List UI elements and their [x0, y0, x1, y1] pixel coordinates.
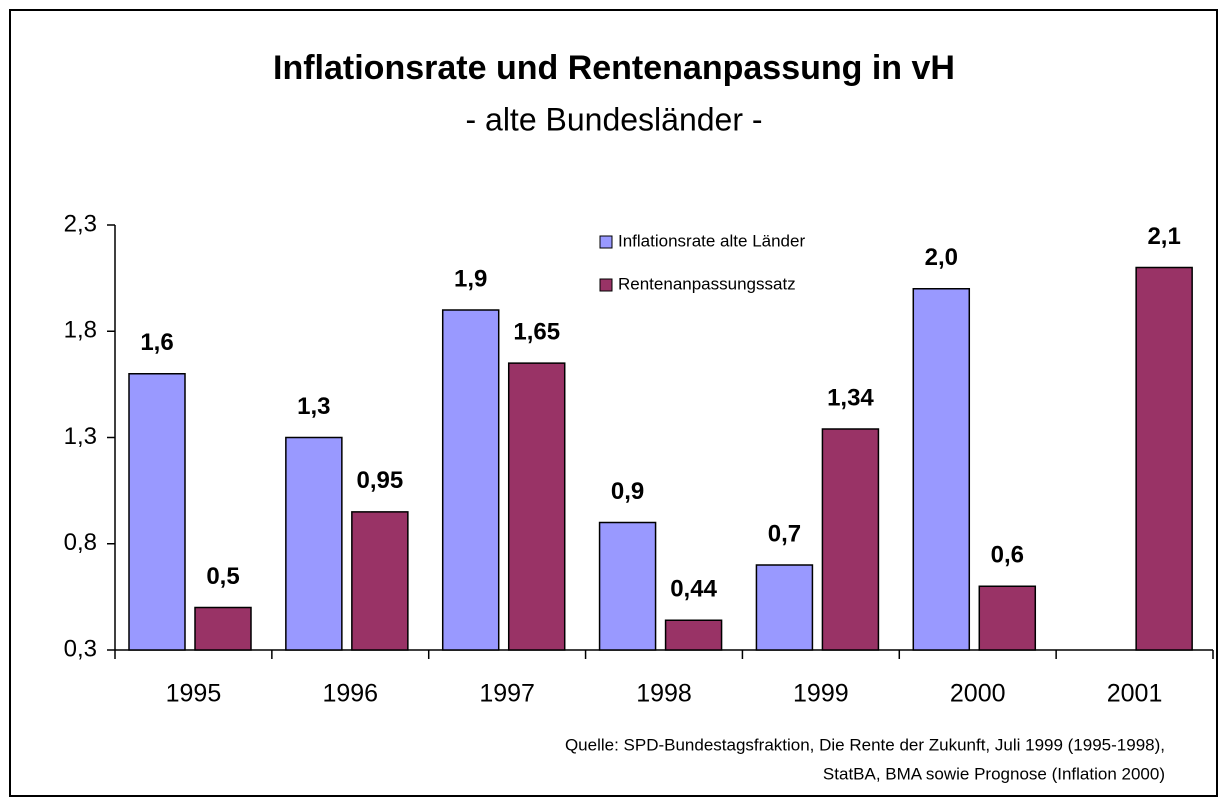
- y-tick-label: 0,8: [64, 529, 97, 556]
- bar: [912, 288, 971, 651]
- chart-title: Inflationsrate und Rentenanpassung in vH: [273, 49, 955, 87]
- source-note: StatBA, BMA sowie Prognose (Inflation 20…: [823, 764, 1165, 783]
- data-label: 0,5: [206, 563, 239, 590]
- x-tick-label: 1996: [322, 680, 378, 708]
- bar: [1135, 266, 1193, 651]
- x-tick-label: 2000: [950, 680, 1006, 708]
- x-tick-label: 1999: [793, 680, 849, 708]
- source-note: Quelle: SPD-Bundestagsfraktion, Die Rent…: [565, 735, 1165, 754]
- data-label: 1,6: [140, 329, 173, 356]
- bar: [821, 428, 880, 651]
- legend-label: Rentenanpassungssatz: [618, 274, 796, 293]
- data-label: 1,34: [827, 384, 874, 411]
- y-tick-label: 0,3: [64, 635, 97, 662]
- y-tick-label: 1,3: [64, 423, 97, 450]
- bar: [128, 373, 186, 651]
- bar: [978, 585, 1037, 651]
- y-tick-label: 1,8: [64, 317, 97, 344]
- x-tick-label: 2001: [1107, 680, 1163, 708]
- bar: [285, 436, 343, 651]
- bar: [664, 619, 723, 651]
- bar: [598, 521, 657, 651]
- bar: [755, 564, 814, 651]
- bar: [507, 362, 566, 651]
- x-tick-label: 1998: [636, 680, 692, 708]
- data-label: 1,65: [513, 318, 560, 345]
- x-tick-label: 1997: [479, 680, 535, 708]
- chart-frame: [9, 9, 1218, 797]
- data-label: 0,7: [768, 520, 801, 547]
- bar: [441, 309, 500, 651]
- x-tick-label: 1995: [166, 680, 222, 708]
- y-tick-label: 2,3: [64, 210, 97, 237]
- bar: [351, 511, 409, 651]
- data-label: 0,9: [611, 478, 644, 505]
- legend-label: Inflationsrate alte Länder: [618, 231, 805, 250]
- legend-swatch: [599, 235, 613, 249]
- data-label: 0,44: [670, 576, 717, 603]
- chart-subtitle: - alte Bundesländer -: [465, 101, 762, 137]
- legend-swatch: [599, 278, 613, 292]
- bar: [194, 606, 252, 651]
- data-label: 1,3: [297, 393, 330, 420]
- data-label: 2,1: [1147, 223, 1180, 250]
- data-label: 0,95: [356, 467, 403, 494]
- data-label: 1,9: [454, 265, 487, 292]
- data-label: 0,6: [991, 542, 1024, 569]
- data-label: 2,0: [925, 244, 958, 271]
